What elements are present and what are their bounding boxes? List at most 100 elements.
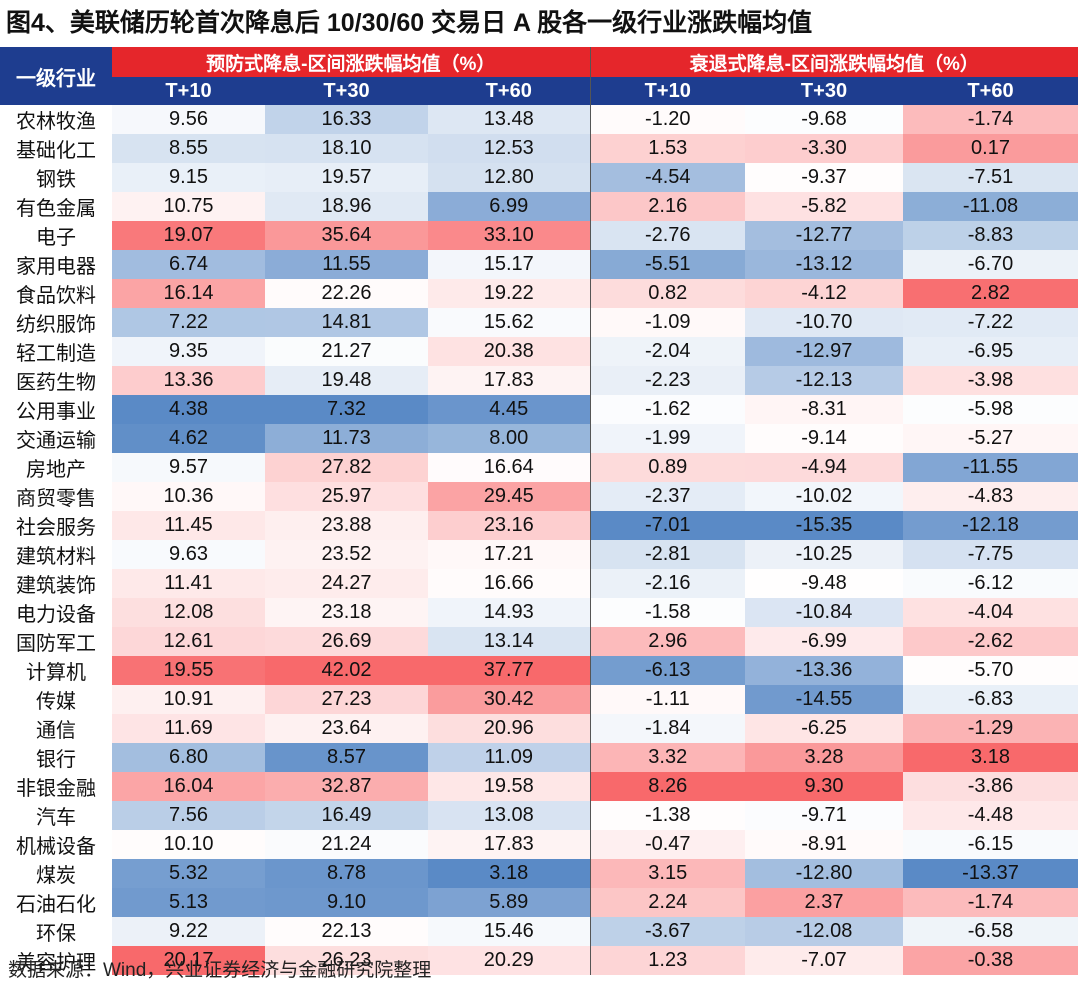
table-row: 国防军工 12.61 26.69 13.14 2.96 -6.99 -2.62 xyxy=(0,627,1078,656)
value-cell: -12.80 xyxy=(745,859,903,888)
value-cell: -8.91 xyxy=(745,830,903,859)
value-cell: -6.95 xyxy=(903,337,1078,366)
value-cell: -9.48 xyxy=(745,569,903,598)
table-row: 家用电器 6.74 11.55 15.17 -5.51 -13.12 -6.70 xyxy=(0,250,1078,279)
row-label: 煤炭 xyxy=(36,865,76,887)
value-cell: 6.74 xyxy=(112,250,265,279)
table-row: 纺织服饰 7.22 14.81 15.62 -1.09 -10.70 -7.22 xyxy=(0,308,1078,337)
table-row: 轻工制造 9.35 21.27 20.38 -2.04 -12.97 -6.95 xyxy=(0,337,1078,366)
value-cell: 24.27 xyxy=(265,569,428,598)
value-cell: -6.58 xyxy=(903,917,1078,946)
row-label: 石油石化 xyxy=(16,894,96,916)
table-row: 电力设备 12.08 23.18 14.93 -1.58 -10.84 -4.04 xyxy=(0,598,1078,627)
value-cell: -1.74 xyxy=(903,105,1078,134)
value-cell: 11.55 xyxy=(265,250,428,279)
value-cell: 14.93 xyxy=(428,598,590,627)
value-cell: 15.62 xyxy=(428,308,590,337)
value-cell: -6.83 xyxy=(903,685,1078,714)
value-cell: 7.32 xyxy=(265,395,428,424)
value-cell: 10.75 xyxy=(112,192,265,221)
value-cell: -1.29 xyxy=(903,714,1078,743)
row-label: 建筑装饰 xyxy=(16,575,96,597)
value-cell: 8.57 xyxy=(265,743,428,772)
row-label: 纺织服饰 xyxy=(16,314,96,336)
value-cell: -11.08 xyxy=(903,192,1078,221)
value-cell: 10.10 xyxy=(112,830,265,859)
value-cell: -7.22 xyxy=(903,308,1078,337)
value-cell: -8.31 xyxy=(745,395,903,424)
table-row: 建筑材料 9.63 23.52 17.21 -2.81 -10.25 -7.75 xyxy=(0,540,1078,569)
value-cell: -3.98 xyxy=(903,366,1078,395)
value-cell: 30.42 xyxy=(428,685,590,714)
value-cell: 27.82 xyxy=(265,453,428,482)
value-cell: 7.22 xyxy=(112,308,265,337)
value-cell: 10.36 xyxy=(112,482,265,511)
value-cell: 12.80 xyxy=(428,163,590,192)
value-cell: 8.78 xyxy=(265,859,428,888)
row-label: 汽车 xyxy=(36,807,76,829)
value-cell: 9.56 xyxy=(112,105,265,134)
row-label: 电子 xyxy=(36,227,76,249)
value-cell: -10.70 xyxy=(745,308,903,337)
row-label: 通信 xyxy=(36,720,76,742)
value-cell: 9.57 xyxy=(112,453,265,482)
value-cell: 17.83 xyxy=(428,366,590,395)
value-cell: 23.16 xyxy=(428,511,590,540)
value-cell: 3.18 xyxy=(428,859,590,888)
value-cell: -2.76 xyxy=(589,221,745,250)
value-cell: 2.16 xyxy=(589,192,745,221)
value-cell: -9.37 xyxy=(745,163,903,192)
column-header: T+60 xyxy=(428,77,590,105)
value-cell: -2.04 xyxy=(589,337,745,366)
value-cell: -1.09 xyxy=(589,308,745,337)
value-cell: 23.88 xyxy=(265,511,428,540)
row-label: 有色金属 xyxy=(16,198,96,220)
value-cell: 20.29 xyxy=(428,946,590,975)
row-label: 商贸零售 xyxy=(16,488,96,510)
column-header: T+30 xyxy=(265,77,428,105)
value-cell: -1.38 xyxy=(589,801,745,830)
column-header: T+10 xyxy=(589,77,745,105)
row-label: 社会服务 xyxy=(16,517,96,539)
value-cell: -6.70 xyxy=(903,250,1078,279)
value-cell: 12.61 xyxy=(112,627,265,656)
value-cell: 42.02 xyxy=(265,656,428,685)
value-cell: 9.22 xyxy=(112,917,265,946)
value-cell: -8.83 xyxy=(903,221,1078,250)
title: 图4、美联储历轮首次降息后 10/30/60 交易日 A 股各一级行业涨跌幅均值 xyxy=(6,9,813,37)
value-cell: -11.55 xyxy=(903,453,1078,482)
value-cell: -10.84 xyxy=(745,598,903,627)
row-label: 基础化工 xyxy=(16,140,96,162)
column-header: T+60 xyxy=(903,77,1078,105)
value-cell: 20.17 xyxy=(112,946,265,975)
value-cell: -5.82 xyxy=(745,192,903,221)
value-cell: 16.14 xyxy=(112,279,265,308)
value-cell: -1.11 xyxy=(589,685,745,714)
table-row: 汽车 7.56 16.49 13.08 -1.38 -9.71 -4.48 xyxy=(0,801,1078,830)
value-cell: -2.23 xyxy=(589,366,745,395)
value-cell: -9.68 xyxy=(745,105,903,134)
row-label: 国防军工 xyxy=(16,633,96,655)
row-label: 轻工制造 xyxy=(16,343,96,365)
group-header: 衰退式降息-区间涨跌幅均值（%） xyxy=(589,47,1078,77)
value-cell: 12.53 xyxy=(428,134,590,163)
table-row: 石油石化 5.13 9.10 5.89 2.24 2.37 -1.74 xyxy=(0,888,1078,917)
value-cell: 26.69 xyxy=(265,627,428,656)
value-cell: 19.57 xyxy=(265,163,428,192)
value-cell: 13.14 xyxy=(428,627,590,656)
value-cell: -12.13 xyxy=(745,366,903,395)
row-label: 建筑材料 xyxy=(16,546,96,568)
value-cell: -5.70 xyxy=(903,656,1078,685)
table-row: 计算机 19.55 42.02 37.77 -6.13 -13.36 -5.70 xyxy=(0,656,1078,685)
value-cell: 5.13 xyxy=(112,888,265,917)
value-cell: 16.04 xyxy=(112,772,265,801)
row-label: 非银金融 xyxy=(16,778,96,800)
value-cell: 9.63 xyxy=(112,540,265,569)
value-cell: 26.23 xyxy=(265,946,428,975)
value-cell: 35.64 xyxy=(265,221,428,250)
value-cell: -12.77 xyxy=(745,221,903,250)
value-cell: 15.46 xyxy=(428,917,590,946)
value-cell: 9.15 xyxy=(112,163,265,192)
row-label: 农林牧渔 xyxy=(16,111,96,133)
table-row: 农林牧渔 9.56 16.33 13.48 -1.20 -9.68 -1.74 xyxy=(0,105,1078,134)
